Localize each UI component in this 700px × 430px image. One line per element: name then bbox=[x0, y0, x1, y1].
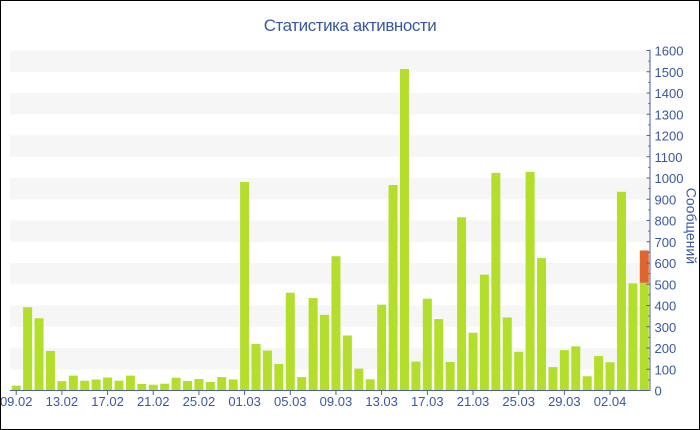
svg-text:13.03: 13.03 bbox=[365, 394, 398, 409]
svg-text:09.03: 09.03 bbox=[320, 394, 353, 409]
svg-text:100: 100 bbox=[655, 362, 677, 377]
svg-text:1000: 1000 bbox=[655, 171, 684, 186]
svg-text:200: 200 bbox=[655, 341, 677, 356]
svg-text:25.02: 25.02 bbox=[183, 394, 216, 409]
svg-text:1400: 1400 bbox=[655, 86, 684, 101]
svg-text:Сообщений: Сообщений bbox=[683, 188, 699, 264]
svg-text:17.02: 17.02 bbox=[91, 394, 124, 409]
svg-text:500: 500 bbox=[655, 277, 677, 292]
svg-text:01.03: 01.03 bbox=[228, 394, 261, 409]
svg-text:13.02: 13.02 bbox=[46, 394, 79, 409]
svg-text:05.03: 05.03 bbox=[274, 394, 307, 409]
svg-text:400: 400 bbox=[655, 299, 677, 314]
svg-text:Статистика активности: Статистика активности bbox=[264, 16, 437, 35]
svg-text:09.02: 09.02 bbox=[0, 394, 32, 409]
svg-text:21.03: 21.03 bbox=[457, 394, 490, 409]
svg-text:800: 800 bbox=[655, 214, 677, 229]
svg-text:300: 300 bbox=[655, 320, 677, 335]
svg-text:1500: 1500 bbox=[655, 65, 684, 80]
svg-text:700: 700 bbox=[655, 235, 677, 250]
svg-text:0: 0 bbox=[655, 384, 662, 399]
svg-text:21.02: 21.02 bbox=[137, 394, 170, 409]
svg-text:25.03: 25.03 bbox=[502, 394, 535, 409]
svg-text:29.03: 29.03 bbox=[548, 394, 581, 409]
svg-text:1200: 1200 bbox=[655, 129, 684, 144]
svg-text:1300: 1300 bbox=[655, 107, 684, 122]
svg-text:1600: 1600 bbox=[655, 44, 684, 59]
svg-text:600: 600 bbox=[655, 256, 677, 271]
svg-text:900: 900 bbox=[655, 192, 677, 207]
svg-text:02.04: 02.04 bbox=[594, 394, 627, 409]
svg-text:1100: 1100 bbox=[655, 150, 683, 165]
svg-text:17.03: 17.03 bbox=[411, 394, 444, 409]
